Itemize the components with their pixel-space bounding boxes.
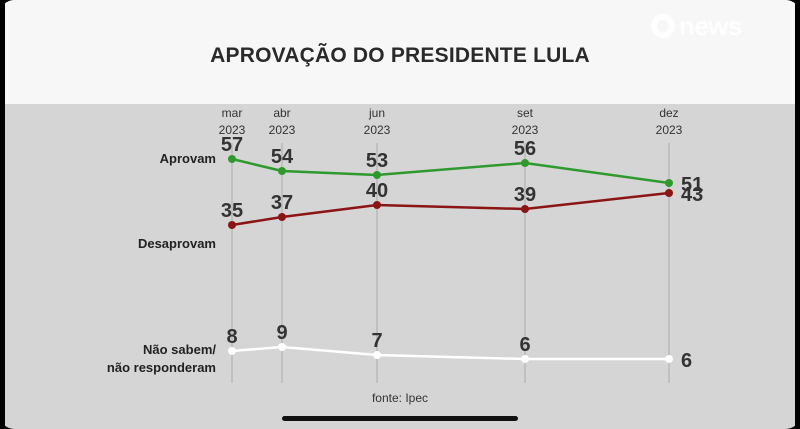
x-tick-year: 2023 bbox=[219, 123, 246, 137]
data-point bbox=[373, 351, 381, 359]
x-tick-year: 2023 bbox=[269, 123, 296, 137]
series-line bbox=[231, 345, 669, 361]
data-label: 39 bbox=[514, 184, 536, 206]
chart-title: APROVAÇÃO DO PRESIDENTE LULA bbox=[210, 44, 590, 67]
x-tick-month: mar bbox=[222, 106, 243, 120]
data-label: 54 bbox=[271, 146, 294, 168]
series-label: não responderam bbox=[107, 360, 216, 375]
data-point bbox=[373, 171, 381, 179]
data-point bbox=[521, 159, 529, 167]
data-point bbox=[521, 205, 529, 213]
series-label: Não sabem/ bbox=[143, 342, 216, 357]
data-label: 57 bbox=[221, 134, 243, 156]
data-label: 53 bbox=[366, 150, 388, 172]
series-line bbox=[231, 157, 670, 185]
data-label: 6 bbox=[519, 334, 530, 356]
x-tick-month: set bbox=[517, 106, 534, 120]
x-tick-year: 2023 bbox=[512, 123, 539, 137]
data-point bbox=[373, 201, 381, 209]
news-logo: news bbox=[650, 10, 743, 41]
x-tick-month: abr bbox=[273, 106, 290, 120]
x-tick-month: dez bbox=[659, 106, 678, 120]
source-label: fonte: Ipec bbox=[371, 391, 429, 405]
logo-text: news bbox=[678, 10, 743, 41]
data-point bbox=[665, 189, 673, 197]
data-label: 37 bbox=[271, 192, 293, 214]
data-label: 51 bbox=[681, 174, 703, 196]
data-label: 6 bbox=[681, 350, 692, 372]
data-label: 56 bbox=[514, 138, 536, 160]
data-label: 8 bbox=[226, 326, 237, 348]
series-label: Aprovam bbox=[160, 151, 216, 166]
data-label: 7 bbox=[371, 330, 382, 352]
x-tick-month: jun bbox=[368, 106, 385, 120]
data-point bbox=[278, 213, 286, 221]
data-point bbox=[278, 167, 286, 175]
data-point bbox=[665, 355, 673, 363]
series-line bbox=[231, 191, 670, 227]
data-point bbox=[228, 221, 236, 229]
home-indicator[interactable] bbox=[282, 416, 518, 421]
data-point bbox=[665, 179, 673, 187]
data-point bbox=[228, 347, 236, 355]
data-label: 43 bbox=[681, 184, 703, 206]
x-tick-year: 2023 bbox=[656, 123, 683, 137]
globo-logo-icon bbox=[650, 14, 675, 38]
data-label: 35 bbox=[221, 200, 243, 222]
data-point bbox=[278, 343, 286, 351]
series-label: Desaprovam bbox=[138, 236, 216, 251]
data-point bbox=[228, 155, 236, 163]
data-label: 9 bbox=[276, 322, 287, 344]
data-point bbox=[521, 355, 529, 363]
chart-panel bbox=[5, 104, 795, 429]
data-label: 40 bbox=[366, 180, 388, 202]
x-tick-year: 2023 bbox=[364, 123, 391, 137]
